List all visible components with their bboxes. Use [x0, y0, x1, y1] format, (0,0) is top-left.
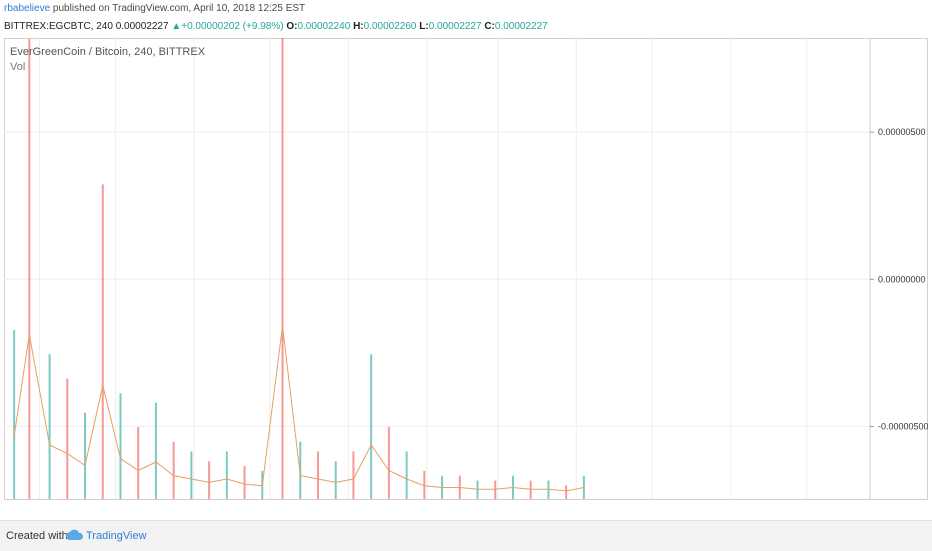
price-axis[interactable]: 0.000080000.000075000.000070000.00006500… [869, 38, 929, 500]
chart-header: rbabelieve published on TradingView.com,… [4, 2, 928, 34]
volume-bar [243, 466, 246, 500]
tradingview-brand-link[interactable]: TradingView [86, 530, 147, 542]
volume-bar [476, 480, 479, 500]
created-with-text: Created with [6, 530, 68, 542]
y-tick-label: 0.00000500 [878, 127, 926, 137]
open-label: O: [286, 21, 298, 32]
y-tick-label: 0.00000000 [878, 274, 926, 284]
volume-bar [154, 402, 157, 500]
volume-bar [494, 480, 497, 500]
volume-bar [208, 461, 211, 500]
volume-legend: Vol [10, 61, 25, 73]
footer: Created with TradingView [0, 520, 932, 551]
volume-bar [565, 485, 568, 500]
low-label: L: [419, 21, 429, 32]
volume-bar [119, 393, 122, 500]
volume-bar [352, 451, 355, 500]
last-price: 0.00002227 [115, 21, 169, 32]
symbol-interval: BITTREX:EGCBTC, 240 [4, 21, 113, 32]
volume-pane [13, 14, 585, 501]
volume-bar [370, 354, 373, 500]
volume-bar [334, 461, 337, 500]
low-value: 0.00002227 [428, 21, 482, 32]
volume-bar [387, 427, 390, 500]
volume-bar [84, 412, 87, 500]
volume-bar [299, 441, 302, 500]
volume-bar [13, 330, 16, 500]
high-value: 0.00002260 [363, 21, 417, 32]
volume-bar [405, 451, 408, 500]
y-tick-label: -0.00000500 [878, 421, 928, 431]
author-link[interactable]: rbabelieve [4, 3, 51, 14]
open-value: 0.00002240 [297, 21, 351, 32]
volume-bar [172, 441, 175, 500]
time-axis[interactable]: SepOctNovDec2018FebMarAprMayJunJul [4, 499, 928, 513]
volume-bar [101, 184, 104, 501]
price-change: +0.00000202 (+9.98%) [181, 21, 284, 32]
volume-bar [316, 451, 319, 500]
close-label: C: [484, 21, 495, 32]
volume-bar [66, 378, 69, 500]
close-value: 0.00002227 [494, 21, 548, 32]
volume-ma-line [13, 326, 584, 492]
chart-legend-title: EverGreenCoin / Bitcoin, 240, BITTREX [10, 46, 206, 58]
volume-bar [48, 354, 51, 500]
ohlc-bar: BITTREX:EGCBTC, 240 0.00002227 ▲+0.00000… [4, 20, 928, 34]
volume-bar [28, 38, 31, 501]
volume-bar [529, 480, 532, 500]
grid [4, 38, 870, 500]
volume-bar [190, 451, 193, 500]
tradingview-cloud-icon [66, 529, 84, 540]
volume-bar [225, 451, 228, 500]
publish-info: rbabelieve published on TradingView.com,… [4, 2, 928, 16]
price-chart[interactable]: BUY 0.000080000.000075000.000070000.0000… [4, 14, 929, 513]
high-label: H: [353, 21, 364, 32]
chart-area[interactable]: BUY 0.000080000.000075000.000070000.0000… [4, 14, 929, 513]
chart-border [4, 38, 928, 500]
change-arrow-icon: ▲ [171, 21, 182, 32]
published-text: published on TradingView.com, April 10, … [50, 3, 306, 14]
volume-bar [547, 480, 550, 500]
volume-bar [281, 14, 284, 501]
volume-bar [137, 427, 140, 500]
